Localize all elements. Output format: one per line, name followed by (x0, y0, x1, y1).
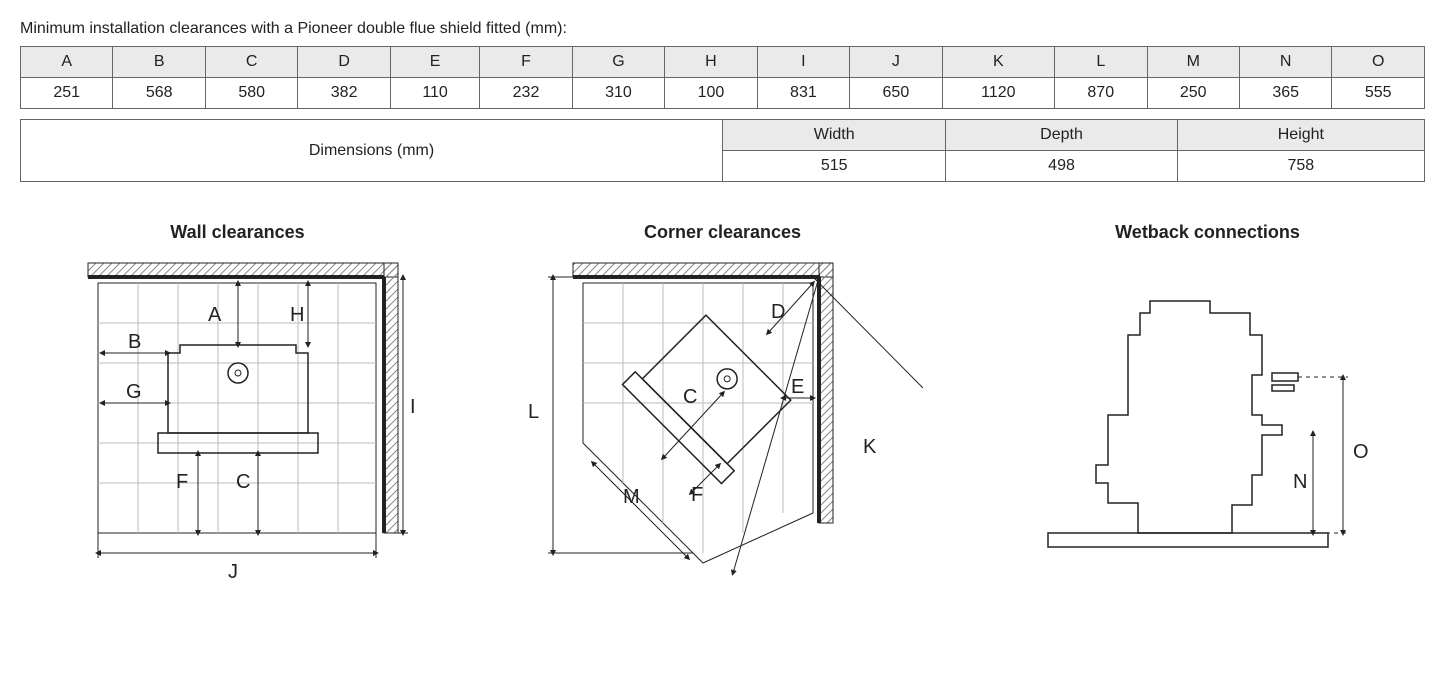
clearance-val-i: 831 (757, 78, 849, 109)
clearance-val-g: 310 (572, 78, 664, 109)
clearance-head-a: A (21, 47, 113, 78)
clearance-val-d: 382 (298, 78, 390, 109)
table-caption: Minimum installation clearances with a P… (20, 20, 1425, 38)
label-e: E (791, 376, 804, 398)
clearance-val-a: 251 (21, 78, 113, 109)
dim-val-height: 758 (1177, 151, 1424, 182)
wall-clearances-diagram: Wall clearances (58, 222, 418, 598)
label-d: D (771, 301, 785, 323)
clearance-val-f: 232 (480, 78, 572, 109)
clearance-head-e: E (390, 47, 479, 78)
label-l: L (528, 401, 539, 423)
clearance-val-o: 555 (1332, 78, 1425, 109)
clearance-val-k: 1120 (942, 78, 1054, 109)
dimensions-label: Dimensions (mm) (21, 120, 723, 182)
label-c2: C (683, 386, 697, 408)
label-n: N (1293, 471, 1307, 493)
dim-head-width: Width (723, 120, 946, 151)
dim-val-width: 515 (723, 151, 946, 182)
label-k: K (863, 436, 877, 458)
clearance-head-c: C (205, 47, 297, 78)
clearance-head-n: N (1239, 47, 1331, 78)
label-f2: F (691, 484, 703, 506)
dim-head-depth: Depth (946, 120, 1177, 151)
clearance-val-j: 650 (850, 78, 942, 109)
clearance-head-l: L (1055, 47, 1147, 78)
clearances-table: ABCDEFGHIJKLMNO 251568580382110232310100… (20, 46, 1425, 109)
clearance-head-d: D (298, 47, 390, 78)
label-f: F (176, 471, 188, 493)
clearance-head-b: B (113, 47, 205, 78)
label-a: A (208, 304, 222, 326)
wetback-diagram: Wetback connections O N (1028, 222, 1388, 598)
wall-title: Wall clearances (58, 222, 418, 243)
clearance-val-l: 870 (1055, 78, 1147, 109)
dim-val-depth: 498 (946, 151, 1177, 182)
corner-title: Corner clearances (513, 222, 933, 243)
label-h: H (290, 304, 304, 326)
dim-head-height: Height (1177, 120, 1424, 151)
clearance-val-e: 110 (390, 78, 479, 109)
clearance-head-m: M (1147, 47, 1239, 78)
label-j: J (228, 561, 238, 583)
label-c: C (236, 471, 250, 493)
label-g: G (126, 381, 142, 403)
corner-clearances-diagram: Corner clearances (513, 222, 933, 598)
label-b: B (128, 331, 141, 353)
clearance-head-h: H (665, 47, 757, 78)
clearance-val-n: 365 (1239, 78, 1331, 109)
clearance-val-h: 100 (665, 78, 757, 109)
label-o: O (1353, 441, 1369, 463)
clearance-val-c: 580 (205, 78, 297, 109)
dimensions-table: Dimensions (mm) Width Depth Height 515 4… (20, 119, 1425, 182)
clearance-head-i: I (757, 47, 849, 78)
clearance-head-o: O (1332, 47, 1425, 78)
clearance-val-b: 568 (113, 78, 205, 109)
clearance-head-g: G (572, 47, 664, 78)
label-m: M (623, 486, 640, 508)
wetback-title: Wetback connections (1028, 222, 1388, 243)
clearance-head-j: J (850, 47, 942, 78)
label-i: I (410, 396, 416, 418)
clearance-head-k: K (942, 47, 1054, 78)
clearance-val-m: 250 (1147, 78, 1239, 109)
clearance-head-f: F (480, 47, 572, 78)
